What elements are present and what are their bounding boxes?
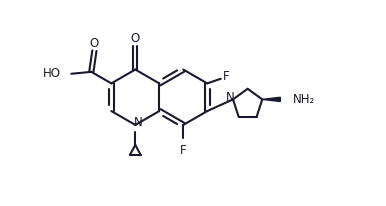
Text: N: N bbox=[134, 117, 143, 130]
Text: F: F bbox=[223, 70, 230, 83]
Text: F: F bbox=[180, 144, 186, 157]
Text: HO: HO bbox=[42, 67, 61, 80]
Text: O: O bbox=[131, 32, 140, 45]
Text: O: O bbox=[90, 37, 99, 50]
Text: NH₂: NH₂ bbox=[293, 93, 315, 106]
Text: N: N bbox=[226, 91, 235, 104]
Polygon shape bbox=[262, 97, 280, 102]
